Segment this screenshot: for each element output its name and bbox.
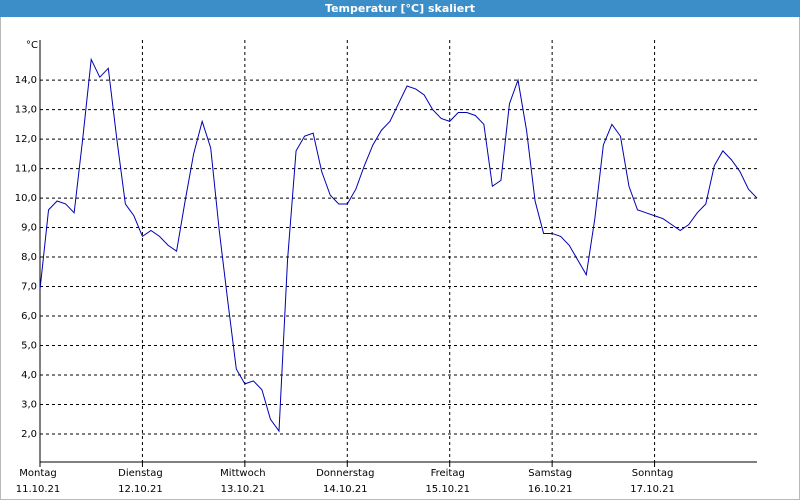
y-tick-label: 11,0 (15, 164, 37, 175)
y-tick-label: 3,0 (21, 399, 37, 410)
title-bar (0, 0, 800, 17)
x-tick-sublabel: 15.10.21 (425, 484, 470, 495)
x-tick-sublabel: 16.10.21 (528, 484, 573, 495)
y-tick-label: 14,0 (15, 75, 37, 86)
x-tick-label: Dienstag (118, 468, 163, 479)
x-tick-sublabel: 12.10.21 (118, 484, 163, 495)
y-tick-label: 10,0 (15, 193, 37, 204)
y-tick-label: 7,0 (21, 282, 37, 293)
y-unit: °C (26, 40, 38, 51)
y-tick-label: 8,0 (21, 252, 37, 263)
x-tick-label: Freitag (431, 468, 465, 479)
y-tick-label: 6,0 (21, 311, 37, 322)
data-line (39, 57, 758, 433)
y-tick-label: 2,0 (21, 429, 37, 440)
x-tick-label: Mittwoch (220, 468, 265, 479)
x-tick-sublabel: 17.10.21 (630, 484, 675, 495)
y-tick-label: 13,0 (15, 105, 37, 116)
y-tick-label: 12,0 (15, 134, 37, 145)
y-tick-label: 5,0 (21, 341, 37, 352)
x-tick-label: Sonntag (632, 468, 674, 479)
x-tick-sublabel: 11.10.21 (16, 484, 61, 495)
x-tick-sublabel: 13.10.21 (221, 484, 266, 495)
x-tick-label: Samstag (528, 468, 572, 479)
x-tick-label: Donnerstag (316, 468, 374, 479)
y-tick-label: 9,0 (21, 223, 37, 234)
x-tick-label: Montag (19, 468, 56, 479)
chart-title: Temperatur [°C] skaliert (325, 2, 475, 15)
y-tick-label: 4,0 (21, 370, 37, 381)
x-tick-sublabel: 14.10.21 (323, 484, 368, 495)
